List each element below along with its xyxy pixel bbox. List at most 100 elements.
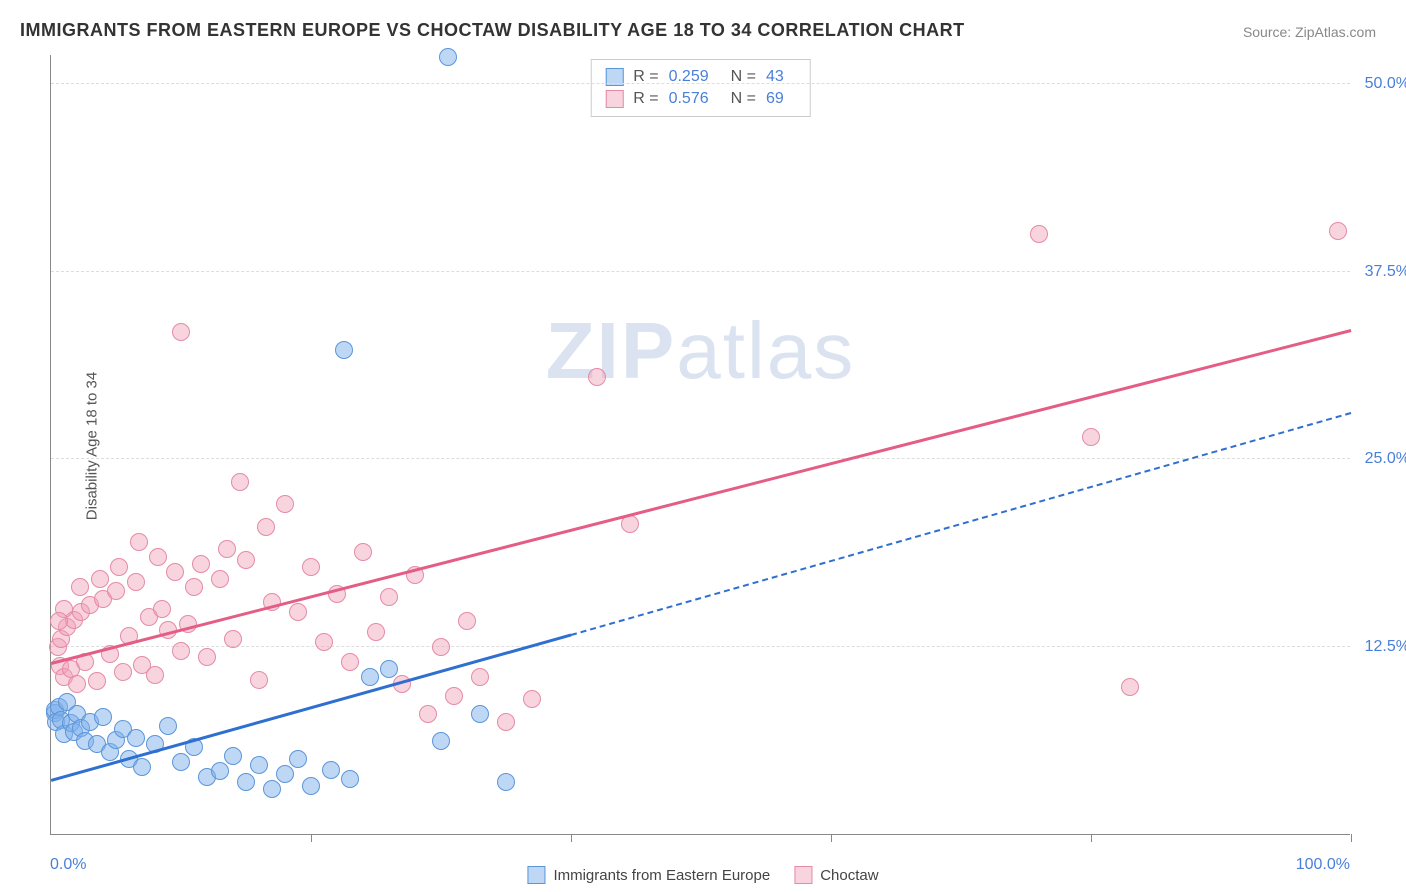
n-value-pink: 69 (766, 90, 784, 108)
data-point-pink (146, 666, 164, 684)
source-link[interactable]: ZipAtlas.com (1295, 24, 1376, 40)
x-tick (311, 834, 312, 842)
data-point-blue (263, 780, 281, 798)
data-point-blue (224, 747, 242, 765)
legend-item-blue: Immigrants from Eastern Europe (527, 866, 770, 884)
data-point-pink (1082, 428, 1100, 446)
data-point-pink (445, 687, 463, 705)
data-point-pink (172, 323, 190, 341)
x-tick (1351, 834, 1352, 842)
data-point-blue (341, 770, 359, 788)
data-point-blue (335, 341, 353, 359)
data-point-blue (211, 762, 229, 780)
data-point-pink (224, 630, 242, 648)
source-attribution: Source: ZipAtlas.com (1243, 24, 1376, 40)
swatch-blue-icon (527, 866, 545, 884)
watermark-rest: atlas (676, 306, 855, 395)
data-point-pink (276, 495, 294, 513)
data-point-blue (380, 660, 398, 678)
chart-title: IMMIGRANTS FROM EASTERN EUROPE VS CHOCTA… (20, 20, 965, 41)
y-tick-label: 50.0% (1355, 75, 1406, 93)
data-point-pink (68, 675, 86, 693)
gridline-h (51, 271, 1350, 272)
data-point-pink (432, 638, 450, 656)
r-legend-box: R = 0.259 N = 43 R = 0.576 N = 69 (590, 59, 811, 117)
data-point-pink (211, 570, 229, 588)
r-label: R = (633, 90, 658, 108)
data-point-pink (153, 600, 171, 618)
data-point-pink (257, 518, 275, 536)
data-point-pink (1121, 678, 1139, 696)
data-point-blue (361, 668, 379, 686)
trendline (51, 329, 1352, 664)
data-point-pink (367, 623, 385, 641)
swatch-pink-icon (605, 90, 623, 108)
gridline-h (51, 83, 1350, 84)
data-point-pink (237, 551, 255, 569)
data-point-blue (250, 756, 268, 774)
data-point-pink (302, 558, 320, 576)
data-point-pink (192, 555, 210, 573)
data-point-blue (497, 773, 515, 791)
r-value-pink: 0.576 (669, 90, 709, 108)
data-point-blue (133, 758, 151, 776)
watermark-bold: ZIP (546, 306, 676, 395)
legend-label-blue: Immigrants from Eastern Europe (553, 867, 770, 884)
gridline-h (51, 646, 1350, 647)
bottom-legend: Immigrants from Eastern Europe Choctaw (519, 866, 886, 884)
data-point-blue (159, 717, 177, 735)
data-point-pink (127, 573, 145, 591)
data-point-blue (322, 761, 340, 779)
data-point-pink (166, 563, 184, 581)
data-point-pink (218, 540, 236, 558)
data-point-pink (380, 588, 398, 606)
data-point-pink (198, 648, 216, 666)
x-tick-label-max: 100.0% (1296, 856, 1350, 874)
data-point-pink (130, 533, 148, 551)
y-tick-label: 25.0% (1355, 450, 1406, 468)
x-tick (1091, 834, 1092, 842)
data-point-pink (114, 663, 132, 681)
correlation-chart: IMMIGRANTS FROM EASTERN EUROPE VS CHOCTA… (0, 0, 1406, 892)
data-point-pink (91, 570, 109, 588)
r-legend-row-pink: R = 0.576 N = 69 (605, 88, 796, 110)
data-point-pink (471, 668, 489, 686)
data-point-pink (172, 642, 190, 660)
trendline (51, 634, 572, 782)
n-label: N = (731, 90, 756, 108)
data-point-pink (110, 558, 128, 576)
data-point-pink (250, 671, 268, 689)
plot-area: ZIPatlas R = 0.259 N = 43 R = 0.576 N = … (50, 55, 1350, 835)
y-tick-label: 37.5% (1355, 263, 1406, 281)
x-tick (571, 834, 572, 842)
data-point-blue (302, 777, 320, 795)
data-point-blue (127, 729, 145, 747)
data-point-pink (315, 633, 333, 651)
data-point-pink (149, 548, 167, 566)
gridline-h (51, 458, 1350, 459)
data-point-pink (458, 612, 476, 630)
legend-label-pink: Choctaw (820, 867, 878, 884)
source-label: Source: (1243, 24, 1295, 40)
data-point-blue (439, 48, 457, 66)
swatch-pink-icon (794, 866, 812, 884)
y-tick-label: 12.5% (1355, 638, 1406, 656)
data-point-pink (354, 543, 372, 561)
data-point-pink (341, 653, 359, 671)
data-point-blue (432, 732, 450, 750)
data-point-pink (497, 713, 515, 731)
data-point-pink (419, 705, 437, 723)
data-point-pink (107, 582, 125, 600)
data-point-pink (88, 672, 106, 690)
data-point-pink (231, 473, 249, 491)
data-point-pink (523, 690, 541, 708)
data-point-blue (289, 750, 307, 768)
legend-item-pink: Choctaw (794, 866, 878, 884)
data-point-pink (71, 578, 89, 596)
x-tick-label-min: 0.0% (50, 856, 86, 874)
x-tick (831, 834, 832, 842)
data-point-pink (50, 612, 68, 630)
r-legend-row-blue: R = 0.259 N = 43 (605, 66, 796, 88)
data-point-blue (237, 773, 255, 791)
data-point-blue (471, 705, 489, 723)
